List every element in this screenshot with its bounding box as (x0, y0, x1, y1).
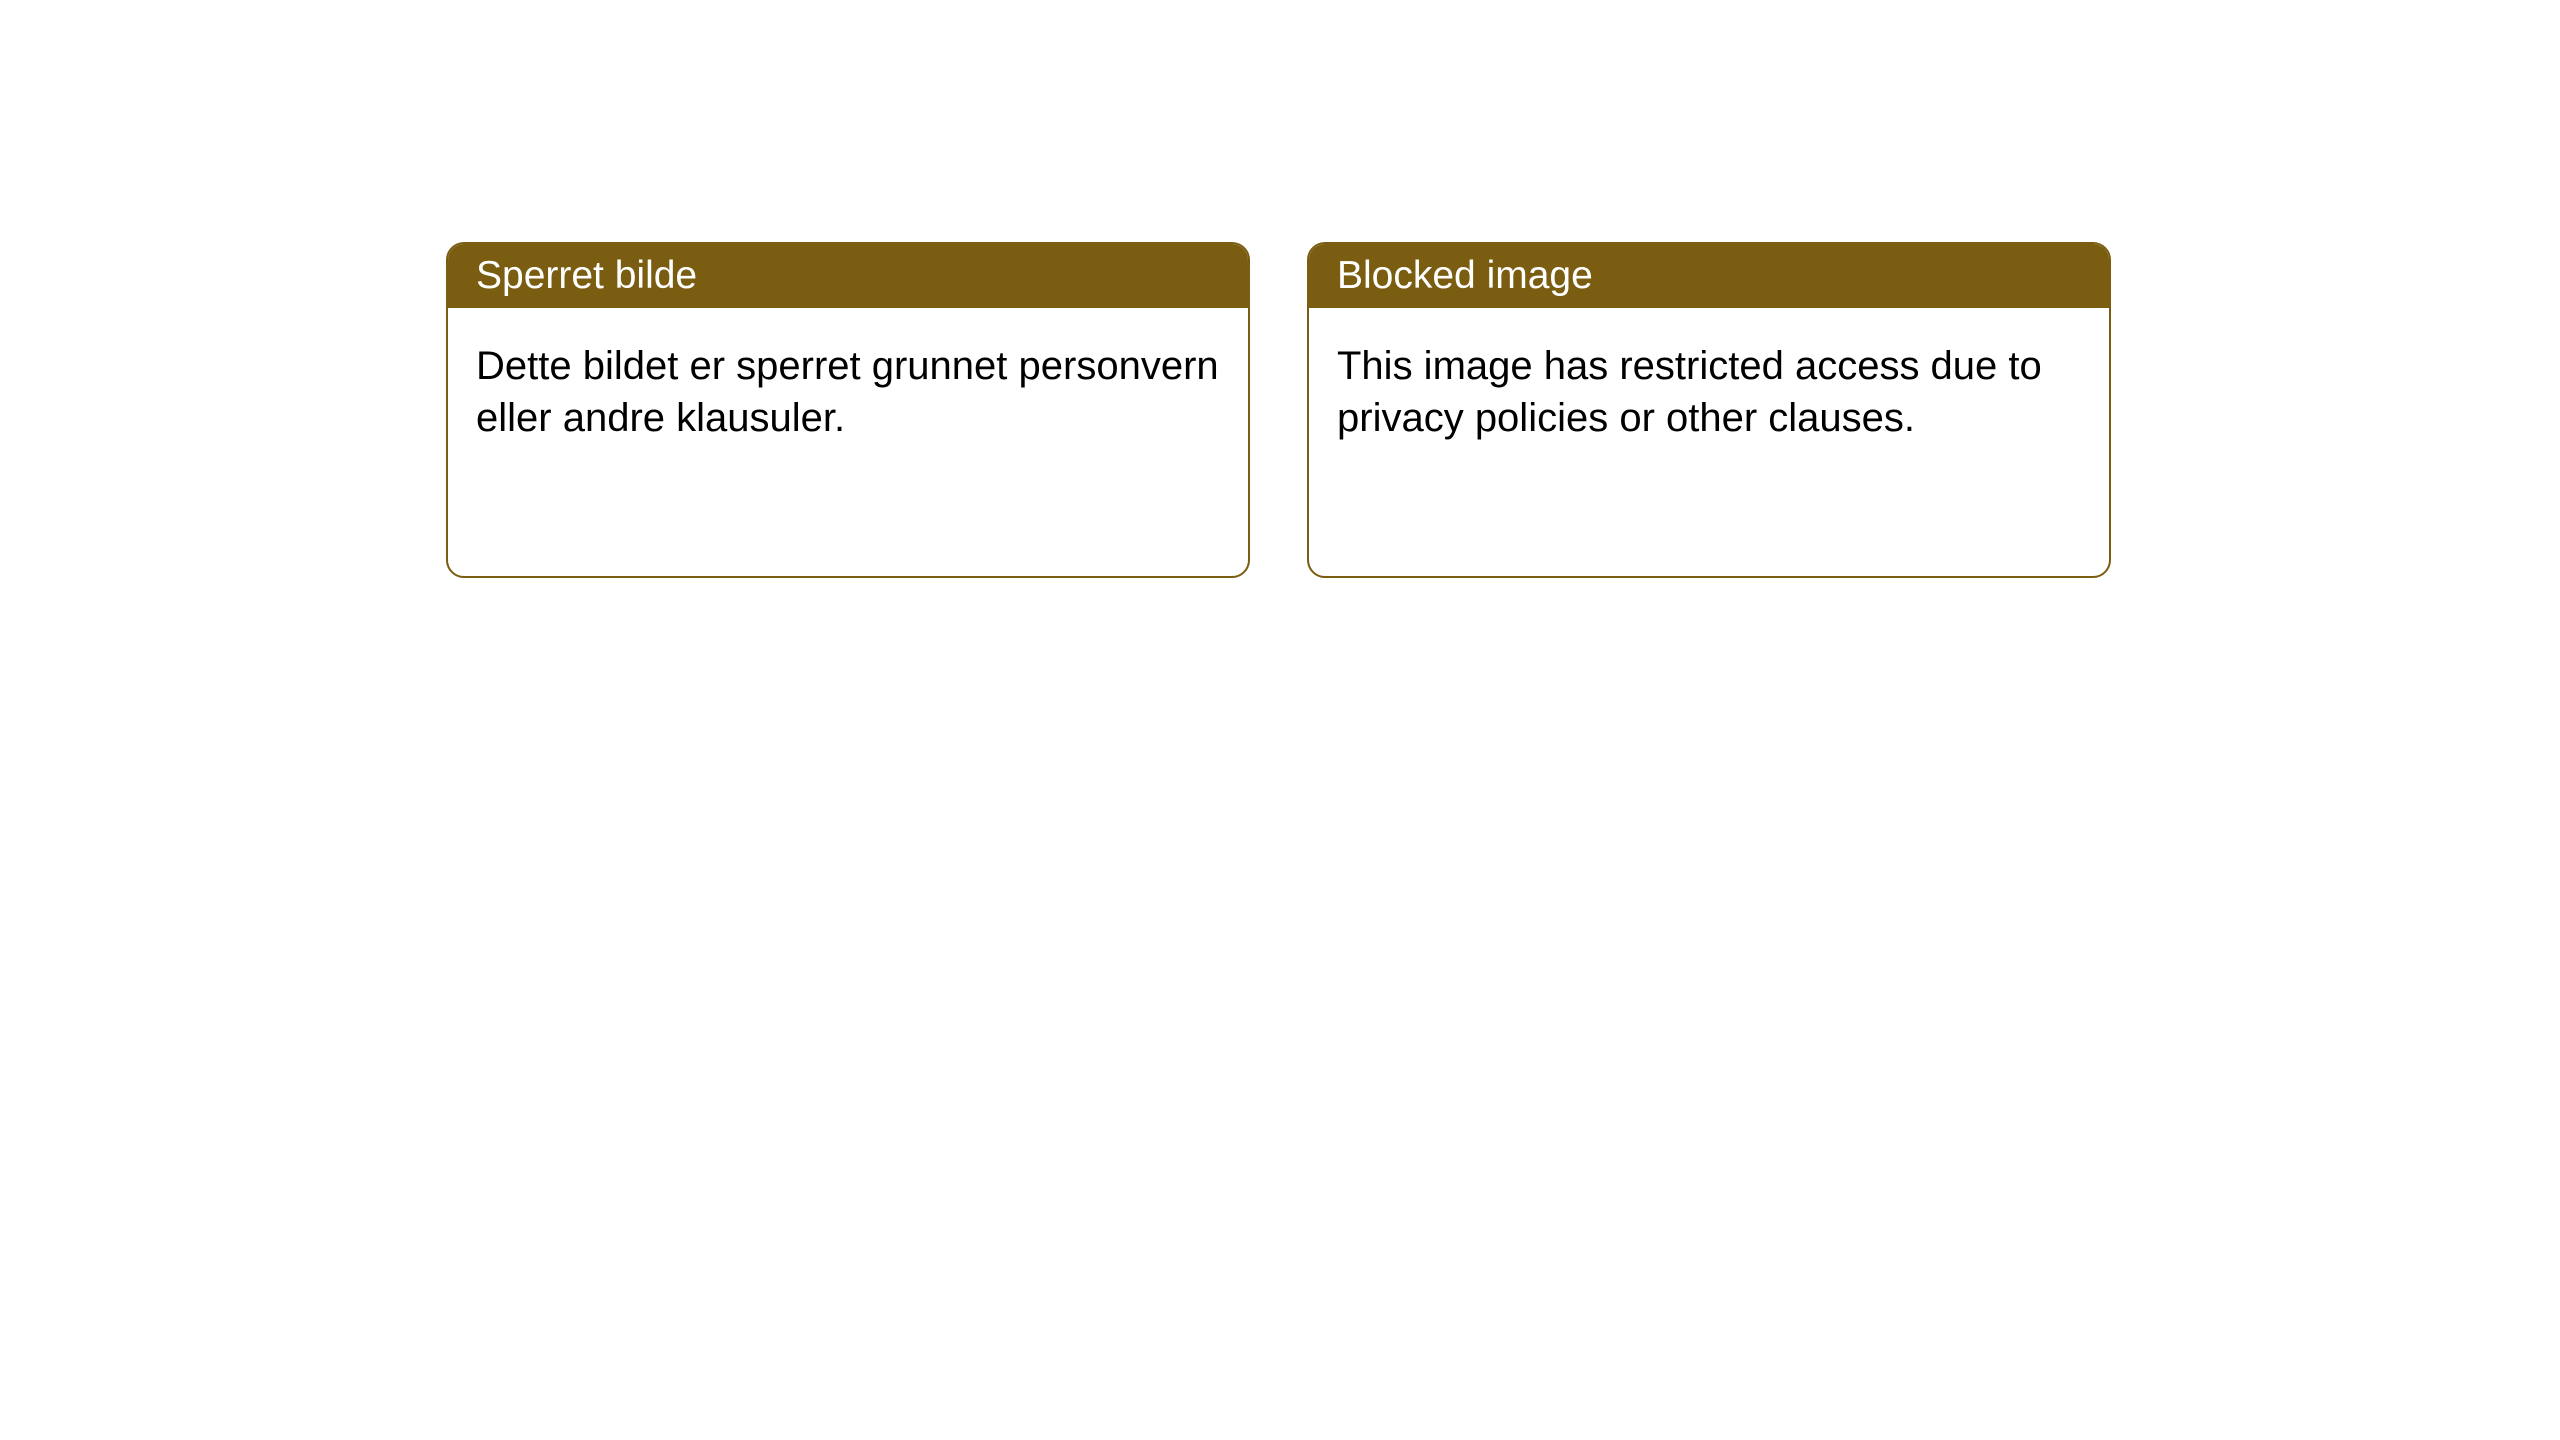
card-title: Blocked image (1337, 254, 1593, 297)
card-body-text: Dette bildet er sperret grunnet personve… (476, 344, 1219, 440)
card-body-text: This image has restricted access due to … (1337, 344, 2042, 440)
card-title: Sperret bilde (476, 254, 697, 297)
blocked-image-card-norwegian: Sperret bilde Dette bildet er sperret gr… (446, 242, 1250, 578)
blocked-image-card-english: Blocked image This image has restricted … (1307, 242, 2111, 578)
card-header: Sperret bilde (448, 244, 1248, 308)
card-body: Dette bildet er sperret grunnet personve… (448, 308, 1248, 476)
card-header: Blocked image (1309, 244, 2109, 308)
blocked-image-cards-container: Sperret bilde Dette bildet er sperret gr… (446, 242, 2111, 578)
card-body: This image has restricted access due to … (1309, 308, 2109, 476)
